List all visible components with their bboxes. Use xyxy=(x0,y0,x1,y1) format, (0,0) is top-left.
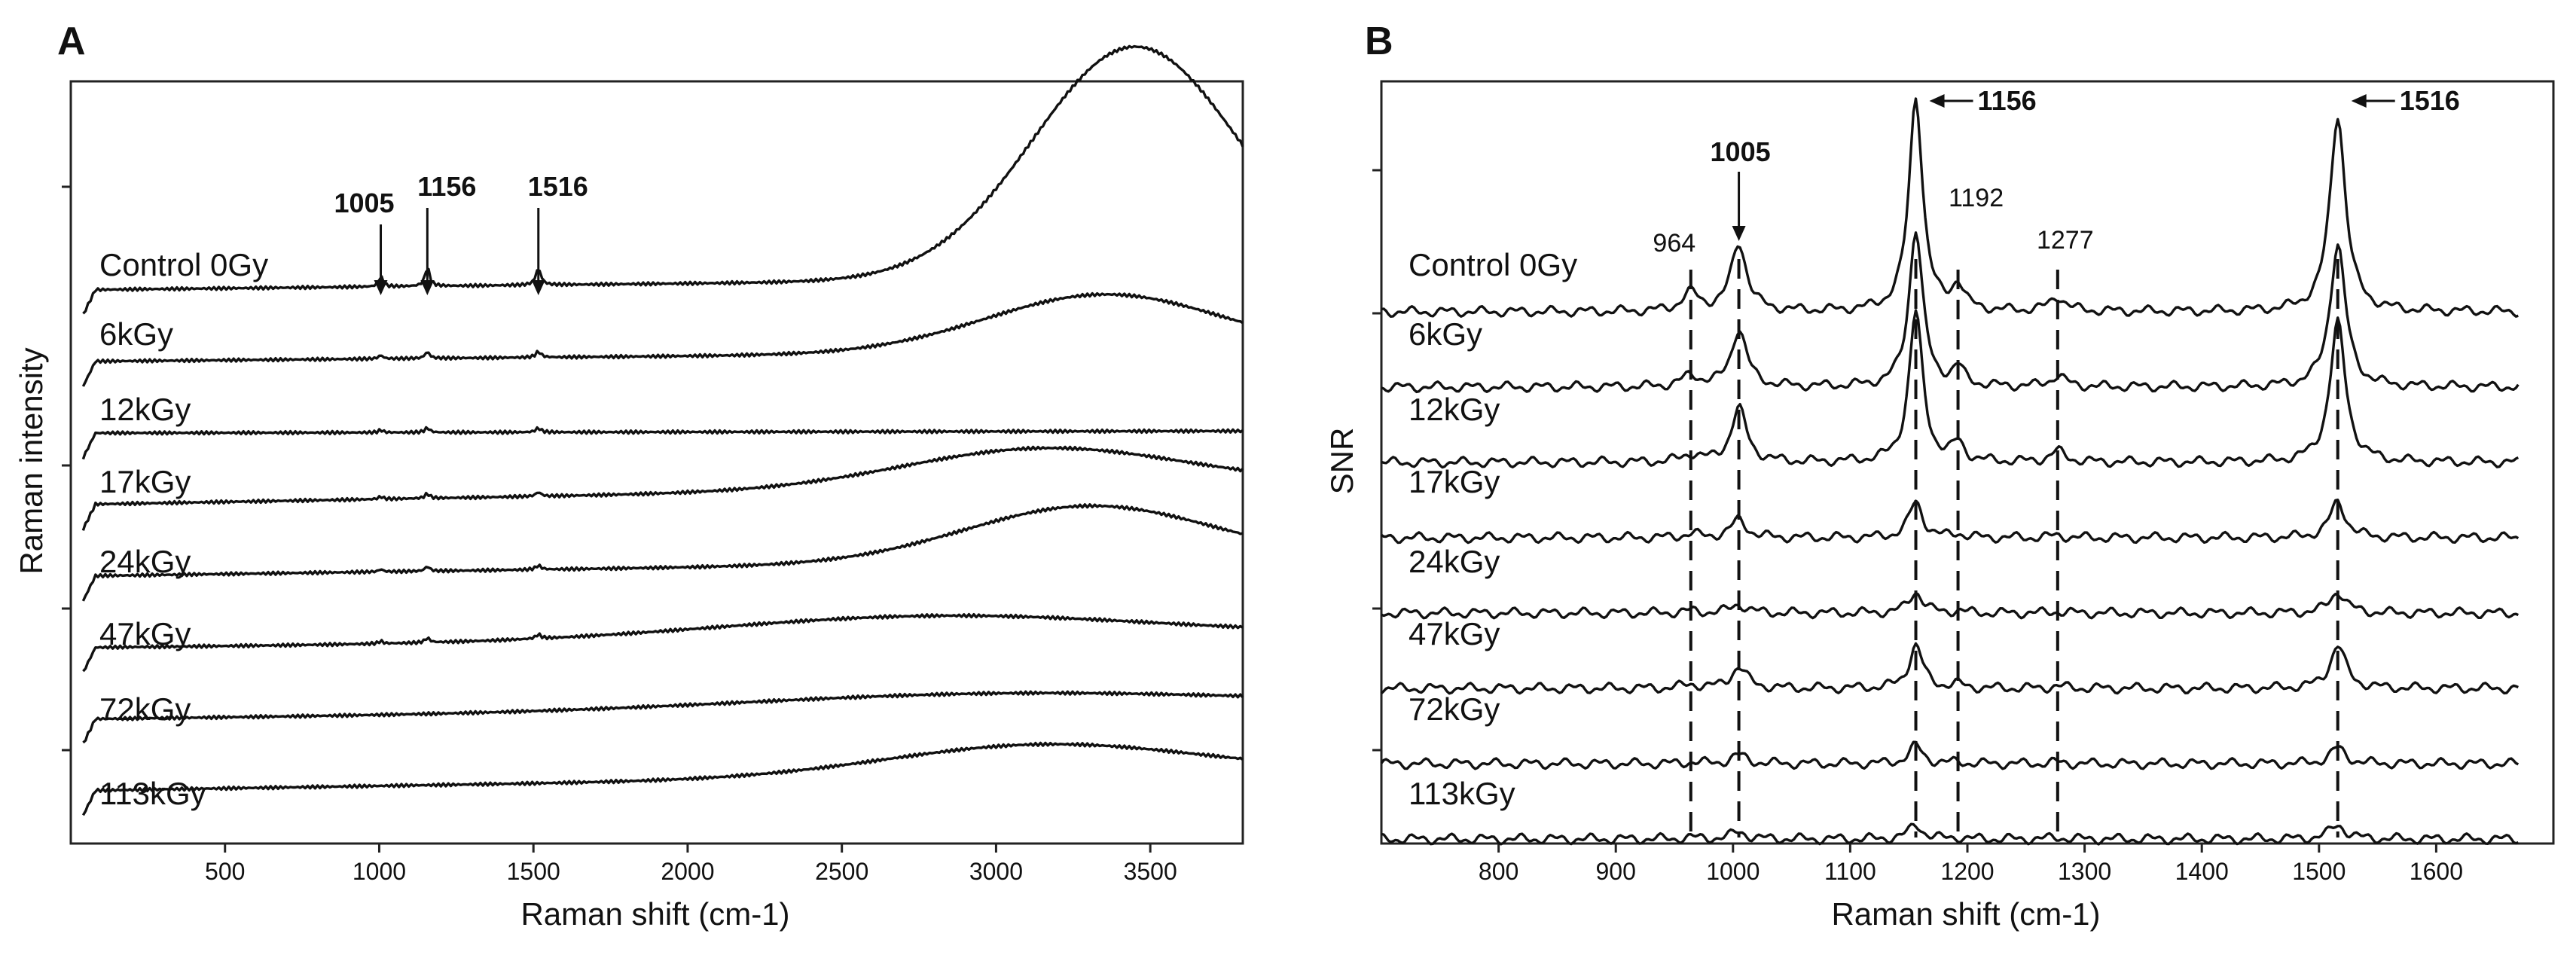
panel-a-arrowhead-1005 xyxy=(374,280,388,295)
panel-b-series-label-72kgy: 72kGy xyxy=(1409,691,1500,727)
panel-b-spectra xyxy=(1380,97,2520,846)
panel-a-spectrum-72kgy xyxy=(82,690,1244,744)
panel-b-series-label-113kgy: 113kGy xyxy=(1409,776,1515,811)
panel-a-series-label-17kgy: 17kGy xyxy=(99,464,191,499)
panel-b-x-tick-label: 1300 xyxy=(2058,858,2111,885)
panel-b-spectrum-72kgy xyxy=(1380,740,2520,770)
panel-a-series-label-control-0gy: Control 0Gy xyxy=(99,247,268,282)
panel-a-peak-label-1156: 1156 xyxy=(417,171,476,202)
panel-b-label: B xyxy=(1365,20,1393,63)
panel-b-x-tick-label: 900 xyxy=(1596,858,1636,885)
panel-a-y-ticks xyxy=(62,185,71,752)
panel-b-series-labels: Control 0Gy 6kGy 12kGy 17kGy 24kGy 47kGy 72kGy… xyxy=(1409,247,1577,811)
panel-a-series-labels: Control 0Gy 6kGy 12kGy 17kGy 24kGy 47kGy 72kGy… xyxy=(99,247,268,811)
panel-a-x-tick-label: 1500 xyxy=(507,858,560,885)
panel-a-spectrum-24kgy xyxy=(81,503,1244,602)
panel-b-x-tick-label: 1000 xyxy=(1706,858,1760,885)
panel-b-peak-label-1516: 1516 xyxy=(2400,85,2460,116)
panel-b-series-label-6kgy: 6kGy xyxy=(1409,316,1482,352)
panel-b-spectrum-24kgy xyxy=(1381,591,2519,620)
panel-a-x-tick-label: 2000 xyxy=(661,858,714,885)
panel-a-series-label-113kgy: 113kGy xyxy=(99,776,206,811)
panel-b-series-label-47kgy: 47kGy xyxy=(1409,616,1500,651)
panel-a-peak-label-1005: 1005 xyxy=(334,188,394,218)
panel-a-series-label-12kgy: 12kGy xyxy=(99,392,191,427)
panel-b-peak-label-1156: 1156 xyxy=(1978,85,2037,116)
panel-b-spectrum-6kgy xyxy=(1381,231,2520,394)
panel-b-x-tick-label: 1200 xyxy=(1940,858,1994,885)
panel-a-spectrum-6kgy xyxy=(81,291,1244,387)
panel-b-arrowhead-1516 xyxy=(2351,94,2367,108)
panel-a-spectrum-113kgy xyxy=(81,741,1244,816)
panel-a-y-axis-title: Raman intensity xyxy=(14,347,49,574)
panel-a-series-label-72kgy: 72kGy xyxy=(99,691,191,727)
panel-a-series-label-24kgy: 24kGy xyxy=(99,544,191,579)
panel-b-x-axis-title: Raman shift (cm-1) xyxy=(1831,896,2100,932)
panel-a-peak-label-1516: 1516 xyxy=(528,171,588,202)
panel-a-x-tick-label: 3000 xyxy=(969,858,1023,885)
panel-a-spectrum-47kgy xyxy=(82,612,1244,673)
panel-b-spectrum-17kgy xyxy=(1381,499,2520,545)
panel-b-arrowhead-1156 xyxy=(1929,94,1945,108)
panel-b-x-tick-label: 800 xyxy=(1479,858,1518,885)
panel-a-arrowhead-1516 xyxy=(531,280,545,295)
panel-a-spectrum-17kgy xyxy=(81,445,1244,531)
panel-b-x-ticks: 800 900 1000 1100 1200 1300 1400 1500 1600 xyxy=(1479,844,2463,885)
panel-b-series-label-17kgy: 17kGy xyxy=(1409,464,1500,499)
panel-a-x-tick-label: 2500 xyxy=(815,858,868,885)
panel-b-x-tick-label: 1400 xyxy=(2175,858,2229,885)
panel-b-peak-label-1277: 1277 xyxy=(2037,226,2094,255)
panel-a-spectrum-12kgy xyxy=(81,426,1244,460)
panel-a-plot-frame xyxy=(69,80,1244,845)
panel-b-peak-label-1192: 1192 xyxy=(1949,184,2004,212)
panel-a-x-axis-title: Raman shift (cm-1) xyxy=(520,896,789,932)
panel-b-spectrum-113kgy xyxy=(1381,822,2520,846)
panel-b-series-label-24kgy: 24kGy xyxy=(1409,544,1500,579)
panel-a-series-label-47kgy: 47kGy xyxy=(99,616,191,651)
panel-b-peak-label-1005: 1005 xyxy=(1711,136,1771,167)
panel-b: B 800 900 1000 1100 1200 1300 1400 1500 1600 Con… xyxy=(1324,20,2555,932)
panel-b-peak-annotations: 964 1005 1156 1192 1277 1516 xyxy=(1653,85,2459,258)
panel-a: A 500 1000 1500 2000 2500 3000 3500 Control 0G… xyxy=(14,20,1244,932)
panel-a-x-tick-label: 3500 xyxy=(1124,858,1177,885)
panel-b-x-tick-label: 1100 xyxy=(1824,858,1876,885)
panel-b-spectrum-control-0gy xyxy=(1381,97,2519,318)
panel-a-spectrum-control-0gy xyxy=(82,44,1244,315)
panel-b-x-tick-label: 1600 xyxy=(2410,858,2463,885)
panel-a-label: A xyxy=(57,20,86,63)
panel-b-series-label-control-0gy: Control 0Gy xyxy=(1409,247,1577,282)
panel-b-y-ticks xyxy=(1372,169,1381,752)
panel-b-x-tick-label: 1500 xyxy=(2292,858,2346,885)
panel-b-y-axis-title: SNR xyxy=(1324,428,1360,495)
panel-b-series-label-12kgy: 12kGy xyxy=(1409,392,1500,427)
panel-a-x-tick-label: 500 xyxy=(205,858,245,885)
panel-b-peak-label-964: 964 xyxy=(1653,229,1695,258)
panel-a-spectra xyxy=(81,44,1244,816)
panel-a-peak-annotations: 1005 1156 1516 xyxy=(334,171,588,295)
panel-a-arrowhead-1156 xyxy=(420,280,435,295)
panel-b-spectrum-12kgy xyxy=(1381,309,2520,469)
panel-b-dashed-guides xyxy=(1689,259,2339,837)
panel-a-x-tick-label: 1000 xyxy=(353,858,406,885)
panel-b-arrowhead-1005 xyxy=(1732,226,1746,241)
panel-b-spectrum-47kgy xyxy=(1380,642,2519,695)
panel-a-x-ticks: 500 1000 1500 2000 2500 3000 3500 xyxy=(205,844,1177,885)
panel-a-series-label-6kgy: 6kGy xyxy=(99,316,173,352)
